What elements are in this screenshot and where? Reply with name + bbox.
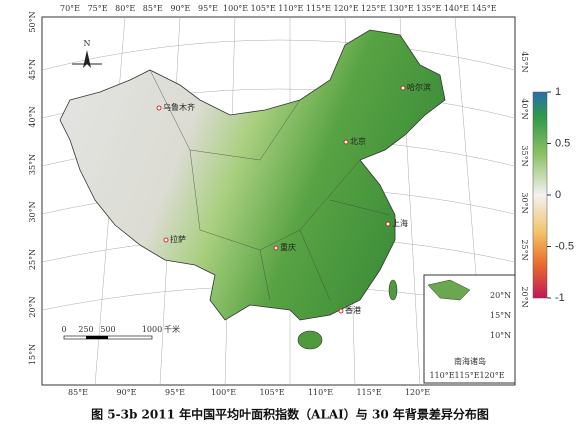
lon-label: 100°E xyxy=(211,388,236,397)
inset-label: 南海诸岛 xyxy=(454,356,486,366)
city-label: 拉萨 xyxy=(170,234,186,244)
inset-land xyxy=(427,279,471,301)
north-arrow xyxy=(72,50,102,68)
scale-label: 1000 xyxy=(142,325,162,334)
lon-label: 75°E xyxy=(88,4,108,13)
lat-label: 40°N xyxy=(28,106,37,127)
city-marker xyxy=(385,221,391,227)
caption: 图 5-3b 2011 年中国平均叶面积指数（ALAI）与 30 年背景差异分布… xyxy=(91,407,489,422)
lat-label: 25°N xyxy=(520,239,529,260)
lon-label: 80°E xyxy=(115,4,135,13)
scale-unit: 千米 xyxy=(164,324,180,334)
lon-label: 135°E xyxy=(416,4,441,13)
lat-label: 35°N xyxy=(28,154,37,175)
scale-label: 0 xyxy=(61,325,66,334)
lon-label: 120°E xyxy=(333,4,358,13)
colorbar-label: 0 xyxy=(555,189,561,201)
lon-label: 105°E xyxy=(259,388,284,397)
lat-label: 40°N xyxy=(520,98,529,119)
lat-label: 30°N xyxy=(28,201,37,222)
lat-label: 45°N xyxy=(520,51,529,72)
inset-lat-label: 20°N xyxy=(490,291,511,300)
lat-label: 50°N xyxy=(28,11,37,32)
lon-label: 100°E xyxy=(223,4,248,13)
china-landmass xyxy=(59,29,446,321)
province-borders xyxy=(149,69,391,301)
colorbar-label: 0.5 xyxy=(555,137,570,149)
lat-label: 35°N xyxy=(520,145,529,166)
lat-label: 30°N xyxy=(520,192,529,213)
taiwan xyxy=(388,279,398,301)
city-label: 乌鲁木齐 xyxy=(163,102,195,112)
lon-label: 115°E xyxy=(356,388,381,397)
colorbar-label: -1 xyxy=(555,292,565,304)
scale-label: 500 xyxy=(100,325,115,334)
inset-lat-label: 10°N xyxy=(490,331,511,340)
scale-label: 250 xyxy=(78,325,93,334)
lon-label: 115°E xyxy=(306,4,331,13)
lon-label: 95°E xyxy=(198,4,218,13)
city-marker xyxy=(343,139,349,145)
lon-label: 140°E xyxy=(444,4,469,13)
lon-label: 130°E xyxy=(389,4,414,13)
colorbar xyxy=(532,91,548,299)
inset-lon-label: 110°E xyxy=(429,371,454,380)
lon-label: 125°E xyxy=(361,4,386,13)
lon-label: 90°E xyxy=(170,4,190,13)
lon-label: 145°E xyxy=(471,4,496,13)
inset-lon-label: 120°E xyxy=(479,371,504,380)
lon-label: 90°E xyxy=(116,388,136,397)
lon-label: 110°E xyxy=(278,4,303,13)
inset-lat-label: 15°N xyxy=(490,311,511,320)
city-label: 重庆 xyxy=(280,242,296,252)
lon-label: 85°E xyxy=(68,388,88,397)
city-marker xyxy=(338,308,344,314)
city-label: 上海 xyxy=(392,218,408,228)
city-marker xyxy=(163,237,169,243)
scale-bar-fill xyxy=(86,336,108,339)
city-label: 北京 xyxy=(350,136,366,146)
lat-label: 20°N xyxy=(28,296,37,317)
lat-label: 25°N xyxy=(28,249,37,270)
city-label: 香港 xyxy=(345,305,361,315)
inset-lon-label: 115°E xyxy=(454,371,479,380)
colorbar-label: -0.5 xyxy=(555,240,574,252)
lat-label: 20°N xyxy=(520,286,529,307)
north-label: N xyxy=(84,39,91,48)
lon-label: 110°E xyxy=(308,388,333,397)
lon-label: 120°E xyxy=(405,388,430,397)
city-label: 哈尔滨 xyxy=(407,82,431,92)
hainan xyxy=(297,330,323,350)
lat-label: 15°N xyxy=(28,344,37,365)
lat-label: 45°N xyxy=(28,59,37,80)
colorbar-label: 1 xyxy=(555,86,561,98)
lon-label: 105°E xyxy=(251,4,276,13)
lon-label: 95°E xyxy=(165,388,185,397)
lon-label: 85°E xyxy=(143,4,163,13)
lon-label: 70°E xyxy=(60,4,80,13)
city-marker xyxy=(156,105,162,111)
city-marker xyxy=(400,85,406,91)
city-marker xyxy=(273,245,279,251)
